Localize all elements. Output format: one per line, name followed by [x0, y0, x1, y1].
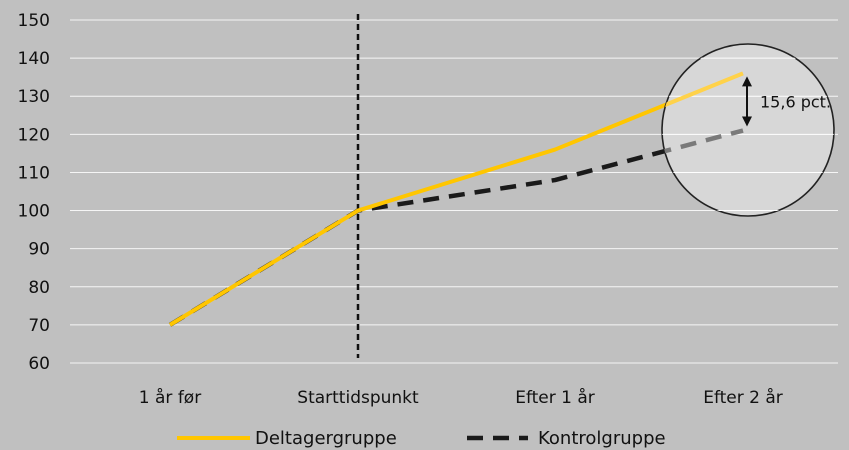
y-tick-label: 150 [18, 11, 50, 31]
y-tick-label: 70 [28, 316, 50, 336]
series-lines [168, 71, 744, 327]
gridlines [70, 19, 838, 364]
x-axis-ticks: 1 år før Starttidspunkt Efter 1 år Efter 2 … [139, 387, 783, 408]
x-tick-label: 1 år før [139, 387, 201, 408]
series-line-deltagergruppe [168, 71, 744, 327]
y-tick-label: 140 [18, 49, 50, 69]
annotation-label: 15,6 pct. [760, 92, 831, 111]
annotation-arrow-head-up [742, 76, 752, 87]
zoom-circle-group: 15,6 pct. [661, 43, 835, 217]
y-tick-label: 130 [18, 87, 50, 107]
y-tick-label: 110 [18, 163, 50, 183]
y-tick-label: 80 [28, 278, 50, 298]
y-tick-label: 100 [18, 202, 50, 222]
zoom-series-deltagergruppe [662, 71, 744, 152]
legend-label-deltagergruppe: Deltagergruppe [255, 428, 397, 449]
zoom-circle [661, 43, 835, 217]
y-tick-label: 60 [28, 354, 50, 374]
x-tick-label: Efter 2 år [703, 387, 783, 408]
y-axis-ticks: 60 70 80 90 100 110 120 130 140 150 [18, 11, 50, 374]
legend-label-kontrolgruppe: Kontrolgruppe [538, 428, 666, 449]
y-tick-label: 120 [18, 125, 50, 145]
series-line-kontrolgruppe [168, 128, 744, 327]
y-tick-label: 90 [28, 240, 50, 260]
legend: Deltagergruppe Kontrolgruppe [177, 428, 666, 449]
zoom-series-kontrolgruppe [662, 128, 744, 183]
x-tick-label: Starttidspunkt [297, 388, 419, 408]
annotation-arrow-head-down [742, 116, 752, 127]
x-tick-label: Efter 1 år [515, 387, 595, 408]
